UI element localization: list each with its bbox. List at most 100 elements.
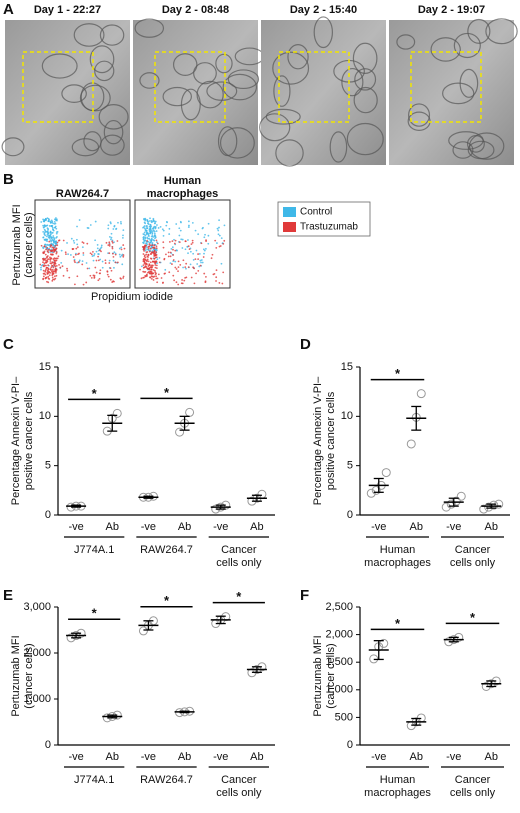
event-dot (123, 247, 126, 250)
event-dot (42, 258, 45, 261)
plot-title: RAW264.7 (56, 188, 109, 200)
event-dot (42, 269, 45, 272)
event-dot (215, 269, 218, 272)
event-dot (200, 242, 203, 245)
y-axis-label: (cancer cells) (325, 643, 337, 708)
event-dot (147, 253, 150, 256)
y-tick-label: 500 (335, 711, 353, 723)
event-dot (122, 229, 125, 232)
y-axis-label: Pertuzumab MFI (10, 635, 22, 716)
event-dot (177, 283, 180, 286)
event-dot (149, 244, 152, 247)
data-point (379, 638, 389, 648)
data-point (175, 427, 185, 437)
plot-title: Human (164, 175, 202, 187)
event-dot (40, 268, 42, 271)
event-dot (77, 253, 79, 256)
event-dot (42, 224, 44, 227)
event-dot (151, 233, 154, 235)
event-dot (140, 265, 143, 268)
event-dot (112, 228, 115, 230)
data-point (185, 407, 195, 417)
event-dot (46, 266, 49, 269)
event-dot (192, 258, 195, 261)
event-dot (61, 265, 64, 268)
event-dot (122, 255, 125, 258)
event-dot (45, 235, 48, 238)
event-dot (71, 248, 74, 250)
event-dot (104, 262, 107, 264)
event-dot (151, 251, 154, 254)
event-dot (159, 225, 162, 228)
plot-title: macrophages (147, 188, 219, 200)
cell (73, 23, 105, 47)
event-dot (95, 271, 98, 274)
y-tick-label: 0 (347, 739, 353, 751)
event-dot (111, 252, 114, 255)
group-label: macrophages (364, 787, 431, 799)
event-dot (190, 276, 193, 279)
cell (222, 73, 258, 101)
cell (134, 18, 165, 38)
event-dot (163, 258, 166, 261)
event-dot (46, 238, 49, 241)
event-dot (104, 259, 107, 262)
y-tick-label: 1,500 (325, 656, 353, 668)
event-dot (93, 254, 95, 257)
event-dot (144, 239, 147, 242)
event-dot (156, 277, 159, 280)
event-dot (82, 254, 85, 256)
event-dot (165, 220, 168, 223)
event-dot (44, 257, 47, 260)
event-dot (68, 276, 71, 279)
y-tick-label: 1,000 (325, 684, 353, 696)
cell (94, 60, 115, 82)
event-dot (47, 271, 50, 274)
significance-label: * (92, 386, 98, 401)
event-dot (144, 244, 147, 247)
event-dot (107, 244, 110, 247)
event-dot (142, 266, 145, 269)
event-dot (191, 221, 194, 224)
event-dot (153, 275, 156, 278)
event-dot (150, 253, 153, 255)
event-dot (199, 264, 202, 267)
x-tick-label: -ve (68, 751, 83, 763)
cell (79, 84, 111, 112)
event-dot (52, 239, 55, 242)
event-dot (91, 255, 94, 257)
event-dot (187, 266, 190, 269)
event-dot (49, 231, 52, 234)
event-dot (75, 238, 78, 241)
y-axis-label: (cancer cells) (23, 643, 35, 708)
event-dot (110, 269, 113, 272)
event-dot (143, 231, 146, 234)
event-dot (171, 240, 174, 242)
cell (139, 72, 160, 89)
y-axis-label: Pertuzumab MFI (11, 204, 23, 285)
significance-label: * (395, 616, 401, 631)
event-dot (184, 248, 187, 251)
event-dot (51, 264, 54, 267)
event-dot (207, 222, 210, 225)
event-dot (43, 220, 46, 223)
event-dot (168, 233, 171, 235)
event-dot (143, 262, 146, 265)
event-dot (148, 263, 151, 266)
event-dot (45, 218, 47, 221)
event-dot (144, 218, 147, 221)
event-dot (94, 220, 97, 223)
y-tick-label: 0 (45, 739, 51, 751)
event-dot (145, 253, 148, 256)
event-dot (118, 247, 121, 250)
event-dot (161, 228, 164, 231)
event-dot (183, 279, 186, 282)
event-dot (52, 229, 55, 231)
event-dot (50, 219, 53, 222)
cell (103, 119, 124, 145)
event-dot (99, 272, 101, 275)
event-dot (192, 252, 195, 255)
event-dot (155, 253, 158, 256)
event-dot (151, 238, 153, 241)
